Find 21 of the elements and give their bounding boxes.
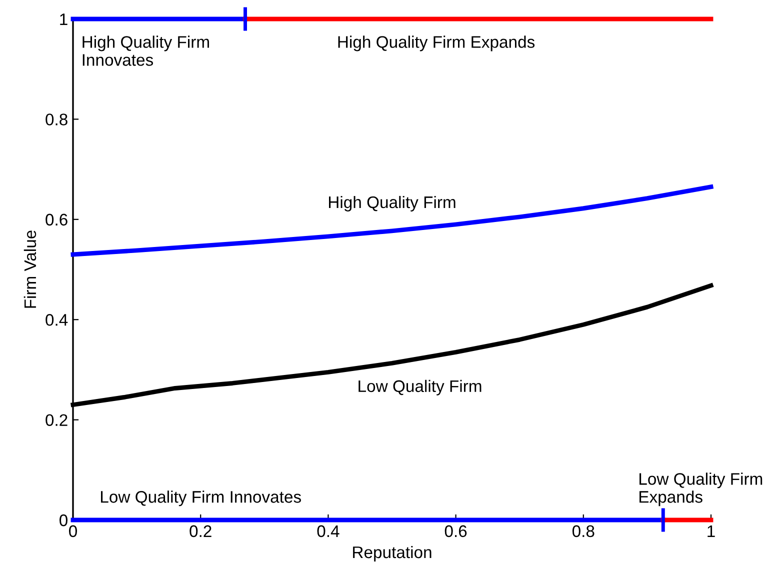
x-tick-label: 0.2 — [190, 525, 212, 538]
series-label: Low Quality Firm Expands — [640, 472, 762, 506]
y-axis-title: Firm Value — [24, 230, 36, 308]
x-tick-label: 1 — [708, 525, 715, 537]
y-tick-label: 0.6 — [46, 214, 68, 226]
x-tick-label: 0 — [69, 525, 77, 538]
y-tick-label: 0.2 — [46, 414, 68, 426]
line-series — [70, 184, 714, 257]
y-tick-label: 1 — [60, 14, 68, 26]
x-axis-title: Reputation — [353, 546, 432, 562]
series-label: Low Quality Firm Innovates — [101, 490, 301, 506]
x-tick-label: 0.8 — [572, 525, 594, 538]
y-tick-label: 0.8 — [46, 114, 68, 126]
x-tick-label: 0.6 — [444, 525, 467, 538]
series-label: High Quality Firm — [329, 196, 456, 212]
series-label: Low Quality Firm — [358, 380, 482, 396]
y-tick-label: 0.4 — [46, 314, 68, 326]
series-label: High Quality Firm Innovates — [82, 36, 209, 66]
series-label: High Quality Firm Expands — [338, 36, 535, 52]
x-tick-label: 0.4 — [317, 525, 340, 538]
y-tick-label: 0 — [60, 514, 68, 526]
